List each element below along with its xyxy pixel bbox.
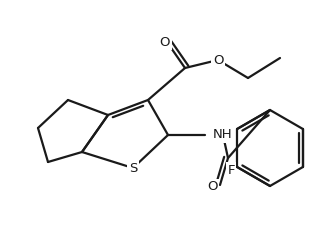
Text: NH: NH xyxy=(213,129,233,142)
Text: O: O xyxy=(213,53,223,67)
Text: O: O xyxy=(160,36,170,48)
Text: S: S xyxy=(129,161,137,174)
Text: F: F xyxy=(227,164,235,176)
Text: O: O xyxy=(207,181,217,194)
